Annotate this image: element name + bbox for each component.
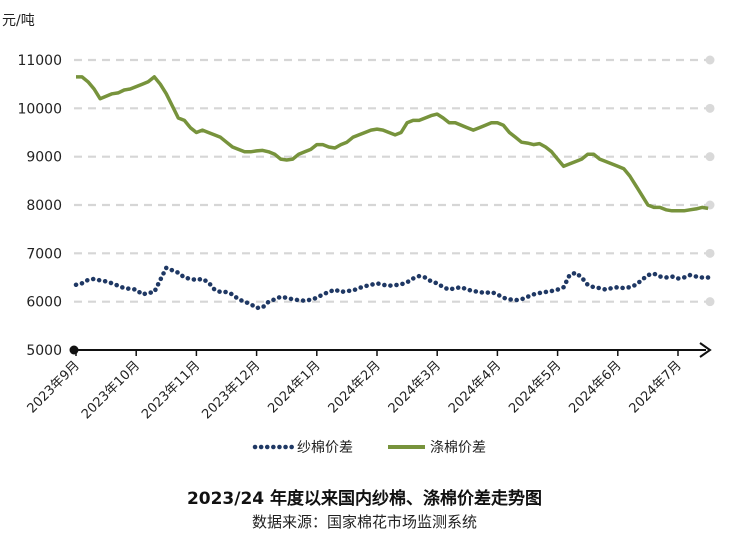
series-line-polyester-cotton-spread <box>76 75 709 213</box>
chart-svg: 元/吨 5000 6000 7000 8000 9000 10000 11000 2023年… <box>2 13 715 456</box>
x-tick-label: 2023年11月 <box>139 358 203 422</box>
axes <box>69 342 712 358</box>
y-tick-label: 10000 <box>17 101 62 117</box>
legend-label-polyester-cotton-spread: 涤棉价差 <box>430 439 486 456</box>
x-tick-label: 2024年7月 <box>627 358 685 416</box>
series-line-yarn-cotton-spread <box>73 264 711 311</box>
x-tick-label: 2023年12月 <box>199 358 263 422</box>
x-tick-label: 2024年2月 <box>326 358 384 416</box>
x-tick-label: 2024年1月 <box>265 358 323 416</box>
y-axis-ticks: 5000 6000 7000 8000 9000 10000 11000 <box>17 53 62 359</box>
grid-end-dot <box>705 248 715 258</box>
grid-end-dot <box>705 103 715 113</box>
y-tick-label: 9000 <box>26 150 62 166</box>
x-tick-label: 2023年9月 <box>25 358 83 416</box>
x-axis-arrow <box>699 342 712 358</box>
x-tick-label: 2023年10月 <box>79 358 143 422</box>
x-tick-label: 2024年5月 <box>506 358 564 416</box>
x-tick-label: 2024年6月 <box>566 358 624 416</box>
y-tick-label: 6000 <box>26 295 62 311</box>
grid-lines <box>74 55 715 307</box>
grid-end-dot <box>705 297 715 307</box>
y-axis-unit-label: 元/吨 <box>2 13 35 29</box>
axis-origin-dot <box>69 345 79 355</box>
chart-source-note: 数据来源：国家棉花市场监测系统 <box>251 513 477 531</box>
x-tick-label: 2024年4月 <box>446 358 504 416</box>
grid-end-dot <box>705 55 715 65</box>
series-0 <box>73 264 711 311</box>
x-tick-label: 2024年3月 <box>386 358 444 416</box>
y-tick-label: 11000 <box>17 53 62 69</box>
legend-label-yarn-cotton-spread: 纱棉价差 <box>297 439 353 456</box>
y-tick-label: 8000 <box>26 198 62 214</box>
series-1 <box>76 75 709 213</box>
series-layer <box>73 75 711 311</box>
grid-end-dot <box>705 152 715 162</box>
y-tick-label: 7000 <box>26 246 62 262</box>
y-tick-label: 5000 <box>26 343 62 359</box>
chart-title: 2023/24 年度以来国内纱棉、涤棉价差走势图 <box>186 489 543 509</box>
legend: 纱棉价差 涤棉价差 <box>252 439 486 456</box>
